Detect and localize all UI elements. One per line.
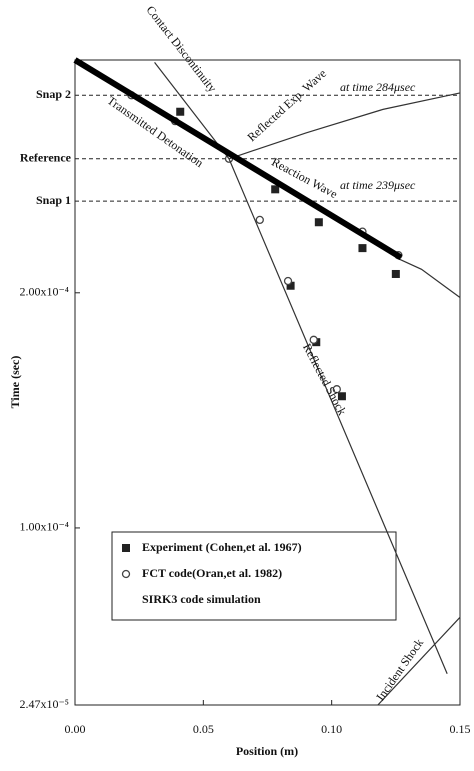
experiment-point xyxy=(286,281,295,290)
y-tick-label: 2.47x10⁻⁵ xyxy=(19,697,69,711)
x-tick-label: 0.05 xyxy=(193,722,214,736)
simulation-line xyxy=(154,61,461,706)
fct-point xyxy=(255,215,264,225)
fct-point xyxy=(332,385,341,394)
annotation: Contact Discontinuity xyxy=(143,3,219,95)
fct-point xyxy=(283,276,293,286)
experiment-point xyxy=(314,218,323,227)
experiment-point xyxy=(271,185,280,194)
experiment-point xyxy=(391,269,400,278)
legend-box xyxy=(111,531,397,621)
y-tick-label: 2.00x10⁻⁴ xyxy=(19,285,69,299)
annotation: Reaction Wave xyxy=(269,155,340,201)
reference-label: Reference xyxy=(20,151,72,165)
x-tick-label: 0.10 xyxy=(321,722,342,736)
experiment-point xyxy=(358,244,367,253)
annotation: Reflected Exp. Wave xyxy=(244,66,329,144)
y-axis-label: Time (sec) xyxy=(8,356,22,409)
reference-label: Snap 2 xyxy=(36,87,71,101)
x-tick-label: 0.15 xyxy=(450,722,471,736)
x-tick-label: 0.00 xyxy=(65,722,86,736)
legend-label: FCT code(Oran,et al. 1982) xyxy=(142,566,282,580)
legend-label: SIRK3 code simulation xyxy=(142,592,261,606)
fct-point xyxy=(309,335,318,344)
annotation: at time 284μsec xyxy=(340,80,416,94)
legend-marker xyxy=(122,544,130,552)
annotation: at time 239μsec xyxy=(340,178,416,192)
legend-marker xyxy=(121,569,131,579)
y-tick-label: 1.00x10⁻⁴ xyxy=(19,520,69,534)
x-axis-label: Position (m) xyxy=(236,744,298,758)
plot-frame xyxy=(74,59,461,706)
annotation: Reflected Shock xyxy=(300,341,349,417)
experiment-point xyxy=(337,392,346,401)
simulation-line xyxy=(73,57,403,261)
legend-label: Experiment (Cohen,et al. 1967) xyxy=(142,540,302,554)
annotation: Incident Shock xyxy=(373,636,426,703)
experiment-point xyxy=(176,107,185,116)
reference-label: Snap 1 xyxy=(36,193,71,207)
